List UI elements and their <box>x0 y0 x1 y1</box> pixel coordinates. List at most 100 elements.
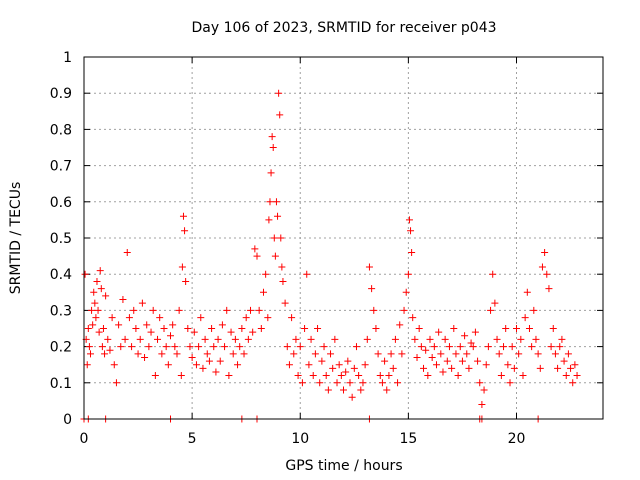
data-point <box>417 343 425 351</box>
data-point <box>190 328 198 336</box>
data-point <box>370 306 378 314</box>
data-point <box>145 343 153 351</box>
x-tick-label: 5 <box>188 431 197 447</box>
data-point <box>115 321 123 329</box>
y-tick-label: 0.9 <box>50 86 72 102</box>
data-point <box>270 234 278 242</box>
y-tick-label: 0.2 <box>50 340 72 356</box>
data-point <box>478 401 486 409</box>
data-point <box>138 299 146 307</box>
data-point <box>337 372 345 380</box>
data-point <box>136 335 144 343</box>
data-point <box>454 372 462 380</box>
data-point <box>348 393 356 401</box>
data-point <box>167 332 174 340</box>
data-point <box>151 372 159 380</box>
data-point <box>515 350 523 358</box>
data-point <box>271 252 279 260</box>
data-point <box>465 364 473 372</box>
data-point <box>569 379 577 387</box>
data-point <box>253 252 261 260</box>
data-point <box>560 357 568 365</box>
data-point <box>554 364 562 372</box>
data-point <box>461 332 469 340</box>
data-point <box>186 343 194 351</box>
data-point <box>262 270 270 278</box>
data-point <box>292 335 300 343</box>
data-point <box>117 343 125 351</box>
data-point <box>497 372 505 380</box>
data-point <box>420 364 428 372</box>
data-point <box>89 321 97 329</box>
data-point <box>234 361 242 369</box>
data-point <box>216 357 224 365</box>
data-point <box>305 361 313 369</box>
data-point <box>352 343 360 351</box>
data-point <box>398 350 406 358</box>
data-point <box>268 133 276 141</box>
data-point <box>474 357 482 365</box>
data-point <box>329 364 337 372</box>
data-point <box>422 346 430 354</box>
x-axis-title: GPS time / hours <box>285 458 402 474</box>
data-point <box>285 361 293 369</box>
data-point <box>471 328 479 336</box>
data-point <box>278 263 286 271</box>
data-point <box>491 299 499 307</box>
data-point <box>171 343 179 351</box>
data-point <box>489 270 497 278</box>
data-point <box>426 335 434 343</box>
data-point <box>396 321 404 329</box>
data-point <box>201 335 209 343</box>
data-point <box>437 350 445 358</box>
data-point <box>158 350 166 358</box>
data-point <box>408 248 416 256</box>
data-point <box>225 372 233 380</box>
data-point <box>463 350 471 358</box>
data-point <box>269 144 277 151</box>
data-point <box>197 314 205 322</box>
data-point <box>184 325 192 332</box>
data-point <box>169 321 177 329</box>
data-point <box>493 335 501 343</box>
data-point <box>160 325 168 332</box>
data-point <box>469 343 477 351</box>
data-point <box>322 372 330 380</box>
data-point <box>545 285 553 293</box>
data-point <box>90 288 98 296</box>
data-point <box>97 285 105 293</box>
data-point <box>448 364 456 372</box>
data-point <box>96 267 104 275</box>
data-point <box>192 361 200 369</box>
y-tick-label: 0.4 <box>50 267 72 283</box>
data-point <box>143 321 151 329</box>
data-point <box>244 335 252 343</box>
data-point <box>102 292 110 300</box>
data-point <box>298 379 306 387</box>
data-point <box>510 364 518 372</box>
data-point <box>294 372 302 380</box>
data-point <box>156 314 164 322</box>
data-point <box>374 350 382 358</box>
data-point <box>513 325 520 332</box>
data-point <box>320 343 328 351</box>
data-point <box>279 277 287 285</box>
data-point <box>229 350 237 358</box>
data-point <box>547 343 555 351</box>
data-point <box>402 288 410 296</box>
data-point <box>214 335 222 343</box>
data-point <box>556 343 564 351</box>
data-point <box>439 368 447 376</box>
data-point <box>316 379 324 387</box>
data-point <box>223 306 231 314</box>
data-point <box>274 212 282 220</box>
data-point <box>81 270 89 278</box>
chart-title: Day 106 of 2023, SRMTID for receiver p04… <box>191 20 496 36</box>
data-point <box>435 328 443 336</box>
data-point <box>333 379 341 387</box>
data-point <box>86 350 94 358</box>
data-point <box>357 386 365 394</box>
data-point <box>400 306 408 314</box>
data-point <box>208 325 216 332</box>
data-point <box>283 343 291 351</box>
